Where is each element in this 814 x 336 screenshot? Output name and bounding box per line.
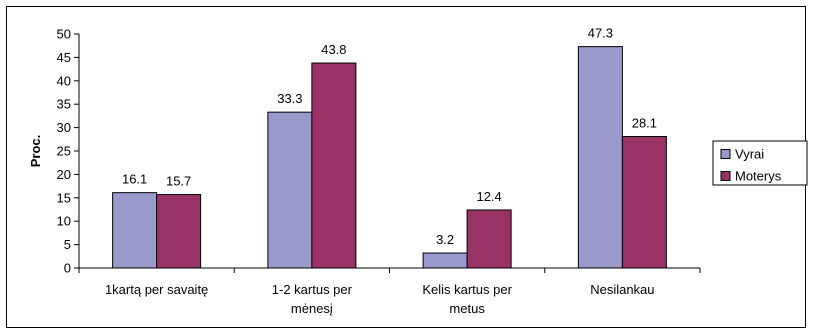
legend-swatch-vyrai	[720, 149, 731, 159]
bar-moterys	[621, 135, 667, 269]
legend-label-vyrai: Vyrai	[735, 147, 764, 162]
y-tick-label: 25	[57, 144, 71, 159]
chart-frame	[6, 6, 806, 328]
data-label: 28.1	[632, 115, 657, 130]
category-label: Kelis kartus per	[422, 282, 512, 297]
legend-label-moterys: Moterys	[735, 169, 782, 184]
data-label: 15.7	[166, 174, 191, 189]
data-label: 3.2	[436, 232, 454, 247]
data-label: 47.3	[588, 26, 613, 41]
category-label: Nesilankau	[590, 282, 654, 297]
legend-swatch-moterys	[720, 171, 731, 181]
data-label: 43.8	[321, 42, 346, 57]
data-label: 16.1	[122, 172, 147, 187]
y-axis-label: Proc.	[28, 135, 43, 168]
y-tick-label: 40	[57, 73, 71, 88]
y-tick-label: 35	[57, 97, 71, 112]
y-tick-label: 45	[57, 50, 71, 65]
bar-vyrai	[577, 46, 623, 269]
bar-moterys	[156, 194, 202, 269]
y-tick-label: 30	[57, 120, 71, 135]
y-tick-label: 10	[57, 214, 71, 229]
bar-vyrai	[422, 252, 468, 269]
category-label: metus	[449, 301, 485, 316]
y-tick-label: 50	[57, 27, 71, 42]
y-tick-label: 20	[57, 167, 71, 182]
bar-vyrai	[112, 192, 158, 269]
bar-vyrai	[267, 111, 313, 269]
y-tick-label: 0	[64, 261, 71, 276]
category-label: 1-2 kartus per	[272, 282, 353, 297]
bar-moterys	[466, 209, 512, 269]
y-tick-label: 5	[64, 237, 71, 252]
category-label: 1kartą per savaitę	[105, 282, 208, 297]
data-label: 33.3	[277, 91, 302, 106]
bar-moterys	[311, 62, 357, 269]
category-label: mėnesį	[291, 301, 333, 316]
y-tick-label: 15	[57, 190, 71, 205]
data-label: 12.4	[476, 189, 501, 204]
